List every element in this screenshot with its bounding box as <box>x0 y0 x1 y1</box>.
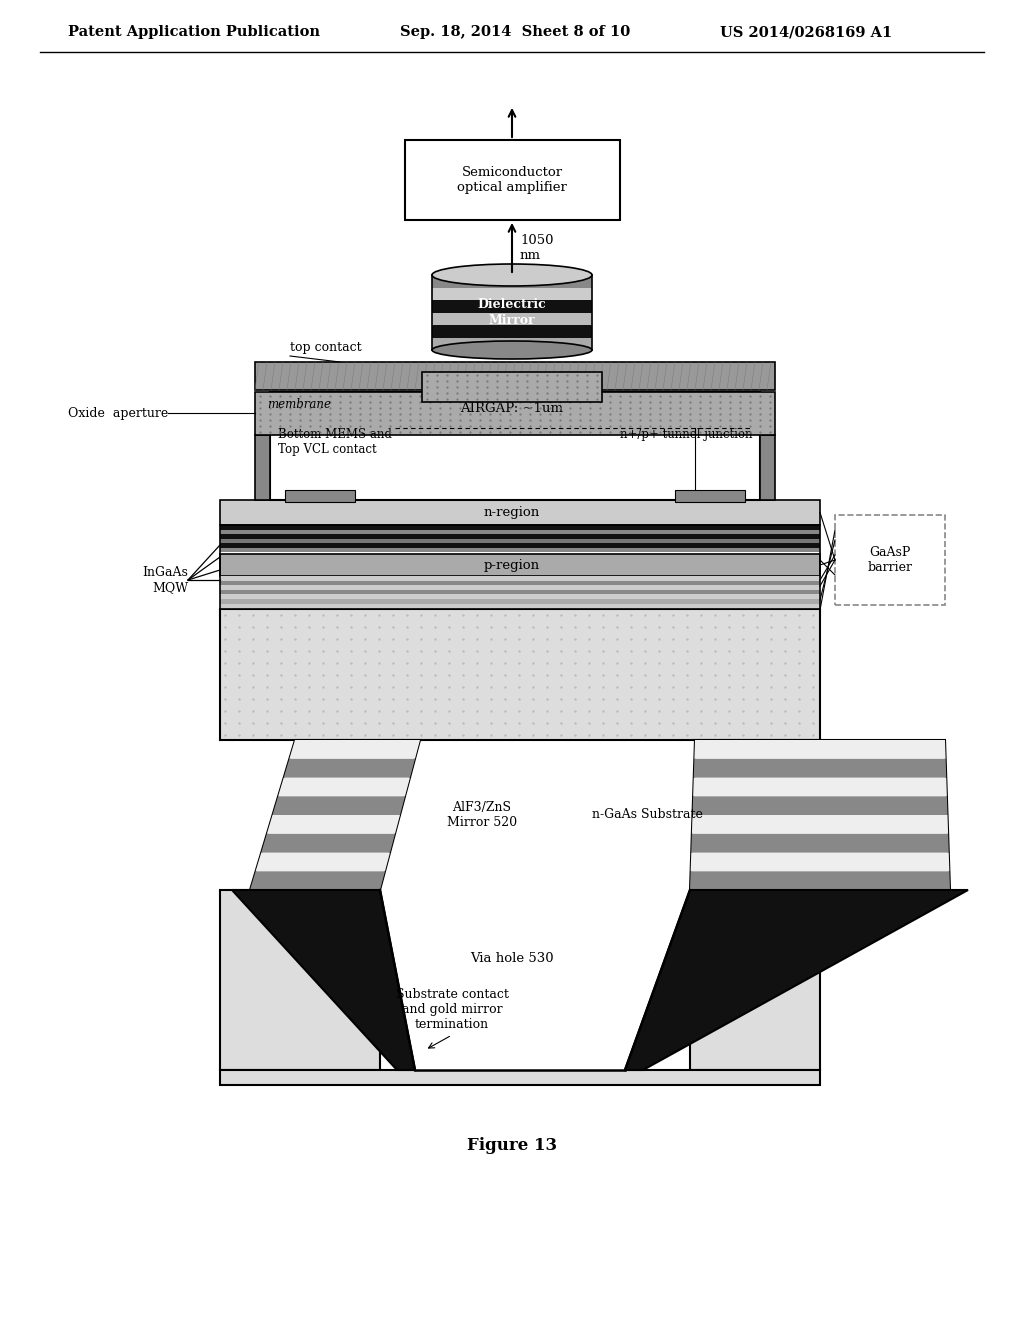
Bar <box>220 594 820 599</box>
Bar <box>220 890 380 1071</box>
Bar <box>220 500 820 525</box>
Bar <box>432 275 592 288</box>
Bar <box>760 436 775 500</box>
Polygon shape <box>284 759 415 777</box>
Bar <box>690 890 820 1071</box>
Text: n-GaAs Substrate: n-GaAs Substrate <box>592 808 702 821</box>
Text: 1050
nm: 1050 nm <box>520 234 554 261</box>
Text: p-region: p-region <box>484 558 540 572</box>
Text: Substrate contact
and gold mirror
termination: Substrate contact and gold mirror termin… <box>395 989 509 1031</box>
Polygon shape <box>272 796 406 814</box>
Text: Via hole 530: Via hole 530 <box>470 952 554 965</box>
Text: n-region: n-region <box>484 506 540 519</box>
Bar <box>255 362 775 389</box>
Bar <box>220 554 820 576</box>
Bar <box>432 286 592 300</box>
Text: membrane: membrane <box>267 397 331 411</box>
Polygon shape <box>250 871 385 890</box>
Polygon shape <box>290 741 420 759</box>
Bar <box>422 372 602 403</box>
Bar <box>220 1071 820 1085</box>
Polygon shape <box>232 890 415 1071</box>
Polygon shape <box>625 890 968 1071</box>
Ellipse shape <box>432 341 592 359</box>
Polygon shape <box>256 853 390 871</box>
Text: Figure 13: Figure 13 <box>467 1137 557 1154</box>
Text: n+/p+ tunnel junction: n+/p+ tunnel junction <box>620 428 752 441</box>
Bar <box>220 525 820 531</box>
Polygon shape <box>690 871 950 890</box>
Bar <box>220 539 820 543</box>
Bar <box>220 548 820 552</box>
Text: AIRGAP: ~1um: AIRGAP: ~1um <box>461 403 563 414</box>
Polygon shape <box>250 741 420 890</box>
Bar <box>255 392 775 436</box>
Bar <box>220 525 820 609</box>
Polygon shape <box>692 814 948 834</box>
Bar <box>220 531 820 535</box>
Text: AlF3/ZnS
Mirror 520: AlF3/ZnS Mirror 520 <box>446 801 517 829</box>
Bar <box>675 490 745 502</box>
Text: Patent Application Publication: Patent Application Publication <box>68 25 319 40</box>
Bar <box>432 337 592 350</box>
Bar <box>220 599 820 605</box>
Ellipse shape <box>432 264 592 286</box>
Bar <box>270 392 760 500</box>
Bar <box>220 581 820 585</box>
Text: GaAsP
barrier: GaAsP barrier <box>867 546 912 574</box>
Text: Bottom MEMS and
Top VCL contact: Bottom MEMS and Top VCL contact <box>278 428 392 455</box>
Bar <box>255 436 270 500</box>
Polygon shape <box>694 741 945 759</box>
Text: Sep. 18, 2014  Sheet 8 of 10: Sep. 18, 2014 Sheet 8 of 10 <box>400 25 630 40</box>
Text: US 2014/0268169 A1: US 2014/0268169 A1 <box>720 25 892 40</box>
Bar <box>220 609 820 741</box>
Bar <box>835 515 945 605</box>
Bar <box>406 140 620 220</box>
Polygon shape <box>380 890 690 1071</box>
Bar <box>220 585 820 590</box>
Bar <box>432 312 592 325</box>
Bar <box>220 605 820 609</box>
Polygon shape <box>693 759 946 777</box>
Text: Dielectric
Mirror: Dielectric Mirror <box>477 298 547 326</box>
Bar <box>220 576 820 581</box>
Text: InGaAs
MQW: InGaAs MQW <box>142 566 188 594</box>
Polygon shape <box>690 853 949 871</box>
Text: Semiconductor
optical amplifier: Semiconductor optical amplifier <box>457 166 567 194</box>
Polygon shape <box>691 834 949 853</box>
Text: top contact: top contact <box>290 341 361 354</box>
Bar <box>432 300 592 313</box>
Bar <box>220 590 820 594</box>
Polygon shape <box>692 796 947 814</box>
Bar <box>220 535 820 539</box>
Polygon shape <box>690 741 950 890</box>
Polygon shape <box>279 777 410 796</box>
Polygon shape <box>693 777 947 796</box>
Polygon shape <box>267 814 400 834</box>
Bar <box>220 543 820 548</box>
Bar <box>285 490 355 502</box>
Text: Oxide  aperture: Oxide aperture <box>68 407 168 420</box>
Polygon shape <box>261 834 395 853</box>
Bar <box>432 325 592 338</box>
